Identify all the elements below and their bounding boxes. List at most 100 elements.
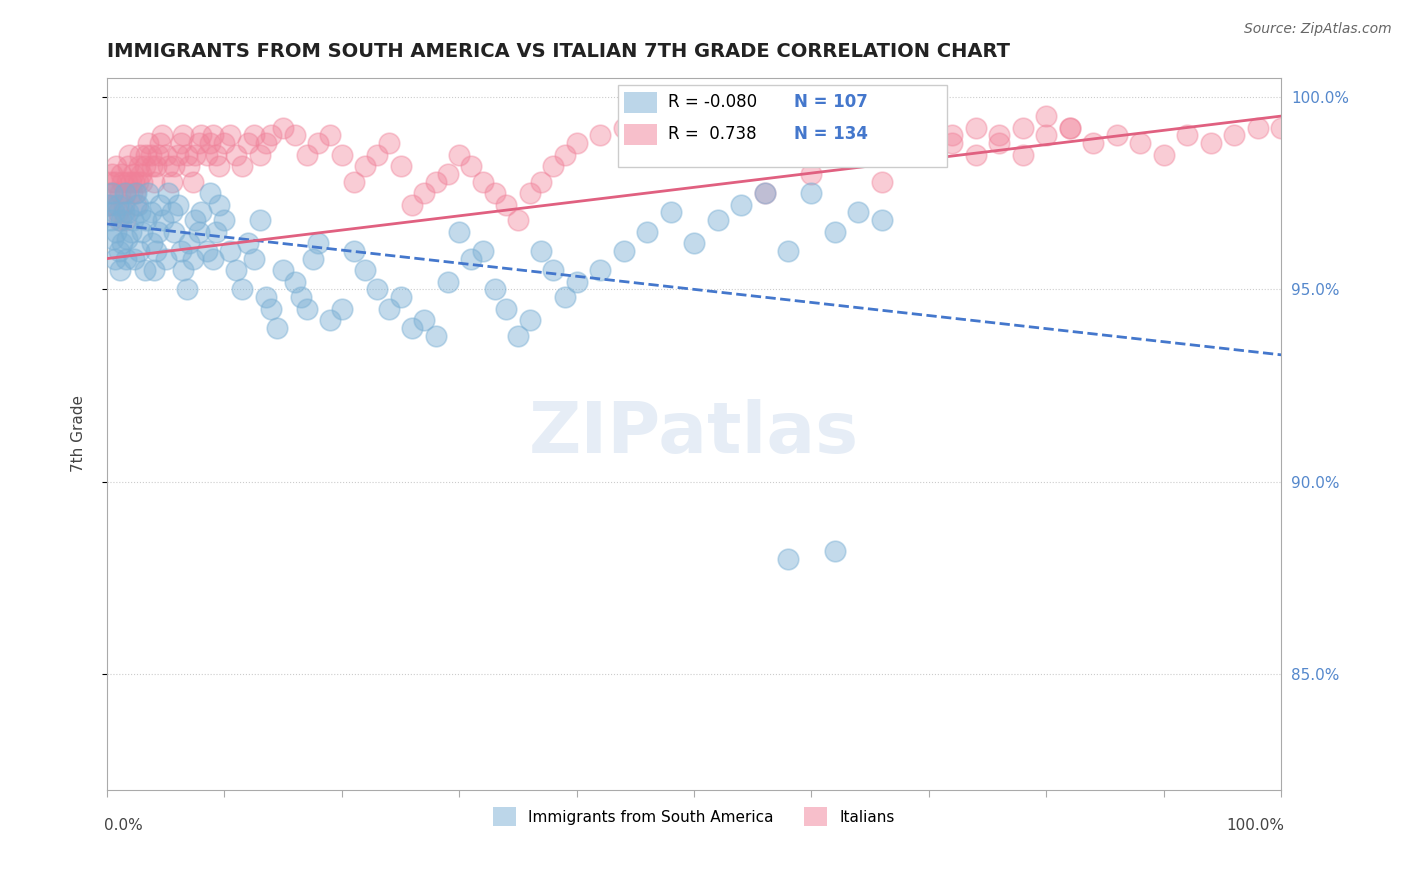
Point — [166, 197, 188, 211]
Point — [389, 159, 412, 173]
Point — [683, 128, 706, 143]
Point — [100, 167, 122, 181]
Point — [613, 244, 636, 258]
Point — [800, 120, 823, 135]
Point — [343, 175, 366, 189]
Point — [108, 263, 131, 277]
Point — [179, 236, 201, 251]
Point — [541, 263, 564, 277]
Point — [219, 244, 242, 258]
Text: Source: ZipAtlas.com: Source: ZipAtlas.com — [1244, 22, 1392, 37]
Point — [155, 147, 177, 161]
Point — [319, 128, 342, 143]
Point — [152, 213, 174, 227]
Text: 100.0%: 100.0% — [1226, 819, 1285, 833]
Point — [207, 159, 229, 173]
Point — [179, 159, 201, 173]
Point — [495, 301, 517, 316]
Point — [988, 136, 1011, 150]
Point — [636, 147, 658, 161]
Point — [284, 275, 307, 289]
Point — [195, 147, 218, 161]
Point — [988, 128, 1011, 143]
Point — [530, 244, 553, 258]
Point — [565, 136, 588, 150]
Point — [284, 128, 307, 143]
Point — [107, 205, 129, 219]
Point — [190, 128, 212, 143]
Point — [172, 263, 194, 277]
Point — [848, 147, 870, 161]
Point — [800, 186, 823, 200]
Point — [236, 136, 259, 150]
Point — [1011, 120, 1033, 135]
Point — [181, 175, 204, 189]
Point — [131, 225, 153, 239]
Point — [108, 244, 131, 258]
Point — [118, 147, 141, 161]
Point — [120, 225, 142, 239]
Point — [460, 252, 482, 266]
Point — [122, 175, 145, 189]
Point — [121, 186, 143, 200]
Point — [425, 328, 447, 343]
Point — [530, 175, 553, 189]
Point — [172, 128, 194, 143]
Point — [135, 147, 157, 161]
Point — [554, 147, 576, 161]
Point — [1223, 128, 1246, 143]
Point — [565, 275, 588, 289]
Point — [98, 197, 121, 211]
Text: IMMIGRANTS FROM SOUTH AMERICA VS ITALIAN 7TH GRADE CORRELATION CHART: IMMIGRANTS FROM SOUTH AMERICA VS ITALIAN… — [107, 42, 1010, 61]
Point — [266, 321, 288, 335]
Point — [776, 244, 799, 258]
Point — [111, 175, 134, 189]
Point — [301, 252, 323, 266]
Point — [449, 225, 471, 239]
Point — [260, 128, 283, 143]
Point — [200, 136, 222, 150]
Point — [105, 225, 128, 239]
Point — [330, 301, 353, 316]
Point — [589, 128, 612, 143]
Point — [111, 236, 134, 251]
Point — [378, 301, 401, 316]
Y-axis label: 7th Grade: 7th Grade — [72, 395, 86, 472]
Point — [401, 197, 423, 211]
Point — [484, 186, 506, 200]
Point — [471, 244, 494, 258]
Point — [236, 236, 259, 251]
Point — [683, 236, 706, 251]
Point — [110, 167, 132, 181]
Point — [214, 213, 236, 227]
Point — [918, 120, 941, 135]
Point — [706, 213, 728, 227]
Point — [104, 175, 127, 189]
Point — [449, 147, 471, 161]
Point — [146, 225, 169, 239]
Point — [730, 197, 752, 211]
Point — [134, 263, 156, 277]
Point — [307, 236, 329, 251]
Point — [848, 120, 870, 135]
Point — [141, 159, 163, 173]
Point — [101, 186, 124, 200]
Point — [150, 128, 173, 143]
Point — [145, 159, 167, 173]
Point — [170, 244, 193, 258]
Point — [108, 213, 131, 227]
Point — [143, 175, 166, 189]
Point — [200, 186, 222, 200]
Point — [1129, 136, 1152, 150]
Point — [1011, 147, 1033, 161]
Point — [181, 252, 204, 266]
Text: ZIPatlas: ZIPatlas — [529, 400, 859, 468]
Text: R =  0.738: R = 0.738 — [668, 125, 756, 143]
Point — [271, 120, 294, 135]
Point — [160, 205, 183, 219]
Point — [129, 167, 152, 181]
Point — [1059, 120, 1081, 135]
Point — [120, 175, 142, 189]
Point — [163, 159, 186, 173]
Point — [613, 120, 636, 135]
